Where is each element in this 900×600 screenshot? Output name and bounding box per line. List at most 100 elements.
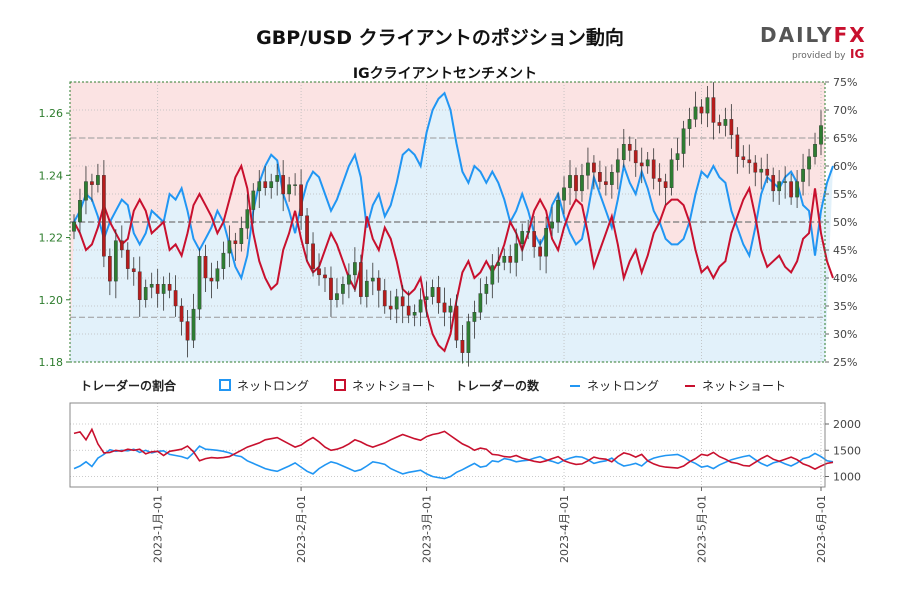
legend-net-short-label: ネットショート bbox=[352, 379, 436, 393]
svg-text:DAILYFX: DAILYFX bbox=[760, 23, 867, 47]
candle-body bbox=[484, 284, 489, 294]
candle-body bbox=[311, 243, 315, 269]
candle-body bbox=[203, 256, 208, 279]
trader-count-short-line bbox=[73, 427, 834, 471]
candle-body bbox=[556, 200, 560, 223]
candle-body bbox=[777, 181, 782, 192]
candle-body bbox=[293, 184, 297, 186]
candle-body bbox=[78, 200, 82, 223]
candle-body bbox=[197, 256, 202, 310]
percent-axis-ticks: 25% 30% 35% 40% 45% 50% 55% 60% 65% 70% 75% bbox=[825, 76, 857, 369]
candle-body bbox=[669, 159, 674, 188]
bottom-gridlines bbox=[70, 403, 825, 487]
candle-body bbox=[598, 172, 602, 182]
candle-body bbox=[143, 287, 148, 300]
candle-body bbox=[532, 231, 536, 248]
chart-title: GBP/USD クライアントのポジション動向 bbox=[256, 26, 624, 49]
pct-tick-label: 60% bbox=[833, 160, 857, 173]
pct-tick-label: 70% bbox=[833, 104, 857, 117]
candle-body bbox=[609, 172, 614, 185]
candle-body bbox=[544, 228, 548, 257]
price-sentiment-panel: 1.18 1.20 1.22 1.24 1.26 25% 30% 35% 40% 45% 50% 5… bbox=[39, 76, 858, 369]
legend-net-short-box bbox=[334, 379, 346, 391]
candle-body bbox=[478, 293, 483, 313]
candle-body bbox=[72, 221, 76, 232]
candle-body bbox=[789, 181, 793, 198]
net-short-pct-line bbox=[73, 163, 834, 353]
candle-body bbox=[502, 256, 507, 263]
candle-body bbox=[269, 181, 274, 188]
candle-body bbox=[161, 284, 166, 294]
legend-net-long-count-label: ネットロング bbox=[587, 379, 659, 393]
candle-body bbox=[245, 209, 250, 229]
count-tick-label: 1000 bbox=[833, 471, 861, 484]
logo-accent-text: FX bbox=[834, 23, 867, 47]
candle-body bbox=[801, 168, 805, 182]
pct-tick-label: 75% bbox=[833, 76, 857, 89]
candle-body bbox=[323, 274, 327, 279]
candle-body bbox=[729, 119, 734, 136]
pct-tick-label: 40% bbox=[833, 272, 857, 285]
candle-body bbox=[568, 175, 572, 188]
candle-body bbox=[305, 215, 309, 244]
main-panel-frame bbox=[69, 81, 826, 363]
candle-body bbox=[675, 153, 680, 160]
candle-body bbox=[496, 262, 501, 266]
candle-body bbox=[681, 128, 686, 154]
candle-body bbox=[735, 134, 740, 157]
candle-body bbox=[699, 106, 704, 114]
logo-main-text: DAILY bbox=[760, 23, 834, 47]
candle-body bbox=[436, 287, 441, 304]
candle-body bbox=[562, 187, 566, 201]
pct-tick-label: 35% bbox=[833, 300, 857, 313]
legend-net-short-count-label: ネットショート bbox=[702, 379, 786, 393]
candle-body bbox=[251, 190, 256, 210]
pct-tick-label: 30% bbox=[833, 328, 857, 341]
candle-body bbox=[687, 119, 692, 129]
candle-body bbox=[526, 231, 531, 233]
candle-body bbox=[472, 312, 477, 322]
candle-body bbox=[442, 302, 447, 313]
legend-section-percentage: トレーダーの割合 bbox=[80, 378, 177, 393]
candle-body bbox=[119, 240, 124, 251]
candle-body bbox=[657, 178, 662, 182]
price-tick-label: 1.26 bbox=[39, 107, 64, 120]
candle-body bbox=[621, 144, 626, 160]
candle-body bbox=[580, 175, 584, 192]
candle-body bbox=[257, 181, 262, 192]
candle-body bbox=[550, 221, 554, 229]
candle-body bbox=[514, 243, 519, 263]
price-axis-ticks: 1.18 1.20 1.22 1.24 1.26 bbox=[39, 107, 70, 369]
date-tick-label: 2023-4月-01 bbox=[558, 495, 571, 563]
candle-body bbox=[765, 168, 770, 176]
candle-body bbox=[723, 119, 728, 126]
count-tick-label: 1500 bbox=[833, 444, 861, 457]
candle-body bbox=[639, 162, 644, 167]
candle-body bbox=[508, 256, 513, 263]
candle-body bbox=[370, 277, 375, 282]
candle-body bbox=[233, 240, 238, 244]
candle-body bbox=[627, 144, 632, 151]
candle-body bbox=[538, 246, 542, 257]
date-tick-label: 2023-5月-01 bbox=[695, 495, 708, 563]
candle-body bbox=[412, 312, 417, 316]
price-tick-label: 1.18 bbox=[39, 356, 64, 369]
candle-body bbox=[693, 106, 698, 120]
candle-body bbox=[185, 321, 190, 341]
candle-body bbox=[287, 184, 291, 195]
candle-body bbox=[347, 274, 351, 285]
candle-body bbox=[388, 305, 393, 310]
candle-body bbox=[376, 277, 381, 291]
candle-body bbox=[137, 271, 142, 300]
candle-body bbox=[221, 252, 226, 269]
candle-body bbox=[179, 305, 184, 322]
candle-body bbox=[424, 296, 429, 300]
candle-body bbox=[329, 277, 333, 300]
candle-body bbox=[406, 305, 411, 316]
candle-body bbox=[263, 181, 268, 188]
candle-body bbox=[795, 181, 799, 198]
candle-body bbox=[783, 181, 787, 183]
candle-body bbox=[108, 256, 112, 282]
candle-body bbox=[96, 175, 100, 185]
